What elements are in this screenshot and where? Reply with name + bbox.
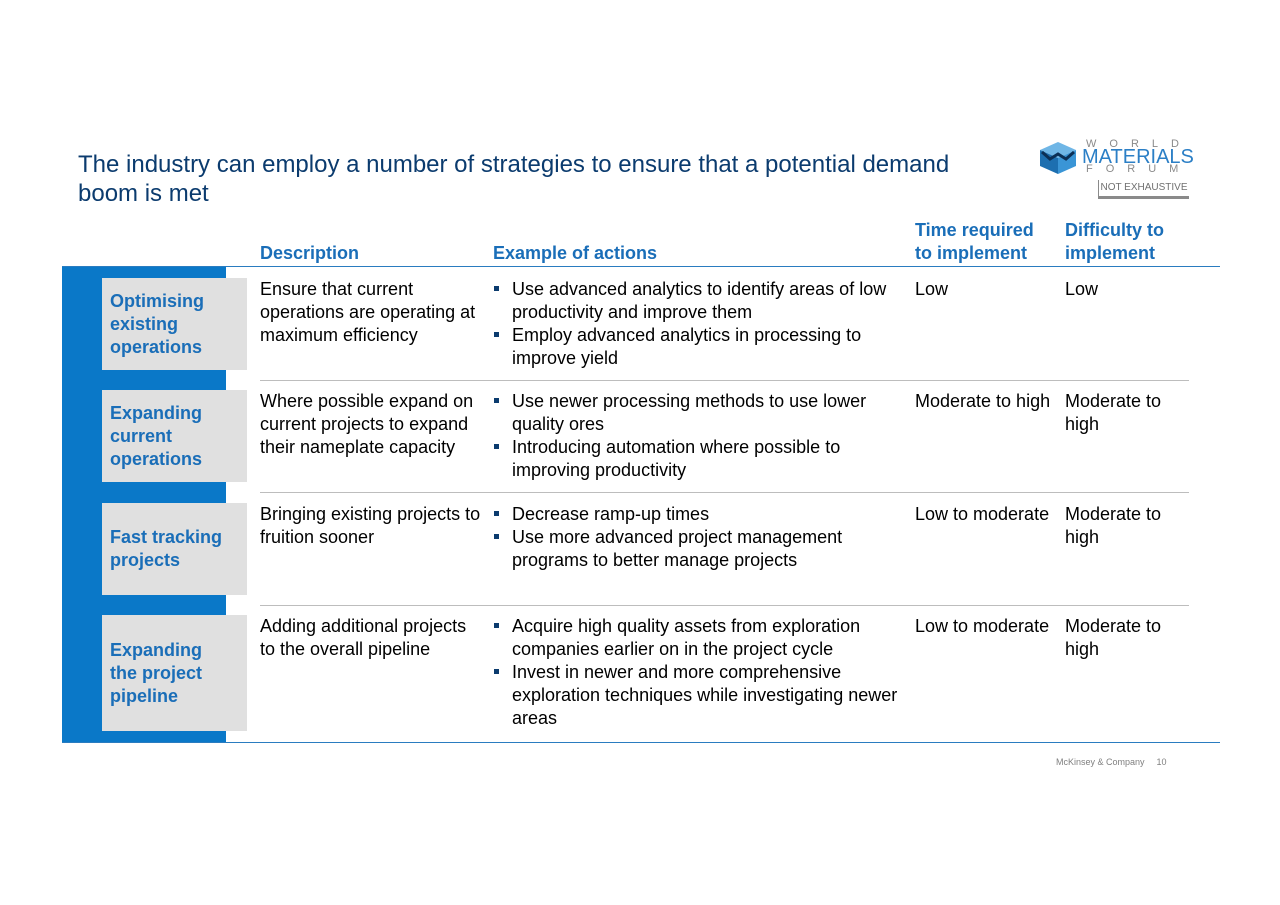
time-cell: Moderate to high xyxy=(915,391,1051,411)
row-divider xyxy=(260,605,1189,606)
description-cell: Ensure that current operations are opera… xyxy=(260,279,476,345)
world-materials-forum-logo: WORLD MATERIALS FORUM xyxy=(1038,138,1203,178)
action-item: Acquire high quality assets from explora… xyxy=(493,615,903,661)
row-divider xyxy=(260,380,1189,381)
category-label: Fast tracking projects xyxy=(110,527,223,570)
column-header-actions: Example of actions xyxy=(493,243,658,263)
difficulty-cell: Moderate to high xyxy=(1065,616,1162,659)
page-title: The industry can employ a number of stra… xyxy=(78,151,950,207)
category-optimising: Optimising existing operations xyxy=(102,278,247,370)
difficulty-cell: Low xyxy=(1065,279,1099,299)
action-item: Employ advanced analytics in processing … xyxy=(493,324,903,370)
category-label: Expanding the project pipeline xyxy=(110,639,203,706)
category-label: Optimising existing operations xyxy=(110,290,204,357)
action-item: Use more advanced project management pro… xyxy=(493,526,903,572)
description-cell: Where possible expand on current project… xyxy=(260,391,474,457)
time-cell: Low to moderate xyxy=(915,504,1050,524)
logo-word-materials: MATERIALS xyxy=(1082,146,1194,168)
category-label: Expanding current operations xyxy=(110,402,203,469)
column-header-difficulty: Difficulty to implement xyxy=(1065,220,1164,263)
table-bottom-line xyxy=(62,742,1220,743)
action-item: Introducing automation where possible to… xyxy=(493,436,903,482)
time-cell: Low xyxy=(915,279,949,299)
action-item: Decrease ramp-up times xyxy=(493,503,903,526)
actions-list: Use advanced analytics to identify areas… xyxy=(493,278,903,370)
row-divider xyxy=(260,492,1189,493)
action-item: Use newer processing methods to use lowe… xyxy=(493,390,903,436)
page-number: 10 xyxy=(1156,757,1167,767)
action-item: Invest in newer and more comprehensive e… xyxy=(493,661,903,730)
actions-list: Acquire high quality assets from explora… xyxy=(493,615,903,730)
cube-icon xyxy=(1040,142,1076,174)
actions-list: Use newer processing methods to use lowe… xyxy=(493,390,903,482)
column-header-time: Time required to implement xyxy=(915,220,1034,263)
header-divider xyxy=(62,266,1220,267)
not-exhaustive-tag: NOT EXHAUSTIVE xyxy=(1098,180,1189,199)
time-cell: Low to moderate xyxy=(915,616,1050,636)
description-cell: Bringing existing projects to fruition s… xyxy=(260,504,481,547)
category-fast-tracking: Fast tracking projects xyxy=(102,503,247,595)
logo-word-world: WORLD xyxy=(1086,138,1192,150)
description-cell: Adding additional projects to the overal… xyxy=(260,616,467,659)
actions-list: Decrease ramp-up times Use more advanced… xyxy=(493,503,903,572)
footer-company: McKinsey & Company xyxy=(1056,757,1145,767)
column-header-description: Description xyxy=(260,243,360,263)
category-expanding-current: Expanding current operations xyxy=(102,390,247,482)
category-expanding-pipeline: Expanding the project pipeline xyxy=(102,615,247,731)
difficulty-cell: Moderate to high xyxy=(1065,391,1162,434)
difficulty-cell: Moderate to high xyxy=(1065,504,1162,547)
action-item: Use advanced analytics to identify areas… xyxy=(493,278,903,324)
footer: McKinsey & Company 10 xyxy=(1056,757,1167,767)
logo-word-forum: FORUM xyxy=(1086,163,1192,175)
